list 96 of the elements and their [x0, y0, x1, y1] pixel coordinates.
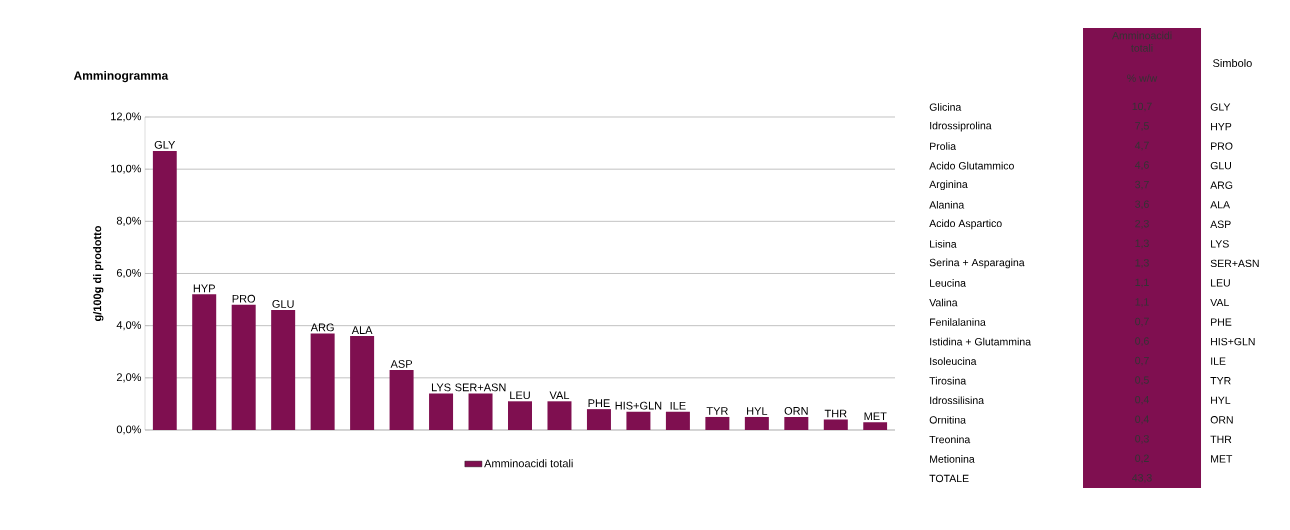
text: 4,7: [1134, 141, 1149, 151]
y-axis-title: g/100g di prodotto: [93, 225, 104, 322]
y-tick-label: 0,0%: [116, 425, 142, 435]
text: 43,3: [1132, 474, 1152, 483]
text: 0,4: [1135, 395, 1149, 405]
bar: [784, 416, 809, 430]
text: Simbolo: [1213, 58, 1252, 68]
category-label: Fenilalanina: [930, 318, 986, 326]
bar: [350, 336, 375, 430]
text: 0,7: [1135, 356, 1149, 366]
bar: [310, 333, 335, 430]
bar: [823, 419, 848, 430]
category-label: Prolia: [930, 142, 957, 150]
text: 1,3: [1135, 259, 1149, 268]
text: PHE: [1211, 318, 1232, 326]
text: THR: [1210, 435, 1232, 443]
category-label: Tirosina: [929, 376, 967, 385]
text: 3,7: [1135, 180, 1149, 190]
text: GLU: [1210, 161, 1231, 170]
category-label: TOTALE: [929, 474, 969, 483]
text: 0,6: [1135, 337, 1149, 346]
bar: [231, 304, 256, 430]
category-label: Alanina: [929, 200, 965, 209]
bar: [468, 393, 493, 430]
bar: [626, 411, 651, 430]
y-tick-label: 10,0%: [111, 164, 142, 174]
text: 10,7: [1132, 102, 1152, 112]
text: SER+ASN: [1210, 259, 1259, 268]
bar: [508, 401, 532, 430]
text: 0,7: [1135, 317, 1149, 327]
bar: [547, 401, 572, 430]
bar: [665, 411, 690, 430]
text: LYS: [1211, 240, 1229, 248]
category-label: Serina + Asparagina: [929, 258, 1025, 269]
text: ALA: [1210, 201, 1231, 209]
category-label: Metionina: [930, 455, 975, 463]
text: ILE: [1211, 357, 1226, 365]
text: Amminoacidi totali: [1112, 31, 1172, 52]
x-tick-label: ILE: [670, 401, 686, 410]
bar: [389, 370, 414, 430]
y-tick-label: 8,0%: [116, 216, 142, 226]
category-label: Isoleucina: [930, 357, 977, 366]
bar: [192, 294, 217, 430]
category-label: Acido Glutammico: [929, 161, 1014, 170]
text: HIS+GLN: [1211, 337, 1255, 346]
category-label: Istidina + Glutammina: [930, 337, 1032, 346]
category-label: Valina: [929, 298, 958, 307]
bar: [429, 393, 454, 430]
x-tick-label: HYL: [747, 407, 768, 415]
text: % w/w: [1127, 74, 1158, 82]
bar: [271, 310, 296, 430]
text: PRO: [1211, 142, 1233, 150]
chart-title: Amminogramma: [73, 70, 169, 83]
category-label: Leucina: [930, 279, 966, 287]
text: 2,3: [1135, 219, 1149, 229]
text: 0,5: [1135, 376, 1149, 386]
text: 0,4: [1135, 415, 1149, 425]
x-tick-label: TYR: [706, 407, 728, 415]
y-tick-label: 6,0%: [116, 268, 142, 279]
text: 1,1: [1135, 278, 1149, 288]
text: MET: [1211, 455, 1233, 463]
bar: [586, 409, 611, 430]
text: GLY: [1210, 103, 1231, 111]
y-tick-label: 4,0%: [116, 321, 142, 331]
category-label: Idrossiprolina: [930, 121, 992, 132]
legend-label: Amminoacidi totali: [484, 459, 573, 468]
category-label: Acido Aspartico: [929, 219, 1002, 230]
text: ASP: [1210, 220, 1231, 229]
y-tick-label: 12,0%: [111, 112, 142, 122]
text: 3,6: [1135, 200, 1149, 210]
bar: [863, 422, 888, 430]
text: 1,1: [1135, 298, 1149, 307]
bar: [152, 150, 177, 430]
category-label: Arginina: [929, 180, 968, 191]
text: TYR: [1210, 377, 1231, 385]
text: ARG: [1210, 181, 1233, 189]
category-label: Lisina: [930, 239, 957, 248]
text: 0,2: [1135, 454, 1149, 464]
y-tick-label: 2,0%: [116, 373, 142, 383]
category-label: Glicina: [929, 103, 962, 111]
text: HYP: [1211, 122, 1232, 131]
category-label: Treonina: [929, 435, 971, 444]
text: 0,3: [1135, 435, 1149, 444]
text: 1,3: [1135, 239, 1149, 249]
x-tick-label: HIS+GLN: [615, 401, 662, 410]
text: LEU: [1211, 279, 1230, 287]
bar: [705, 416, 730, 430]
x-tick-label: PHE: [588, 399, 610, 407]
text: ORN: [1210, 416, 1233, 424]
category-label: Idrossilisina: [930, 396, 985, 405]
category-label: Ornitina: [929, 415, 966, 424]
text: 7,5: [1135, 122, 1149, 131]
x-tick-label: ORN: [784, 406, 808, 415]
text: 4,6: [1134, 161, 1149, 170]
x-tick-label: THR: [824, 409, 847, 418]
bar: [744, 416, 769, 430]
